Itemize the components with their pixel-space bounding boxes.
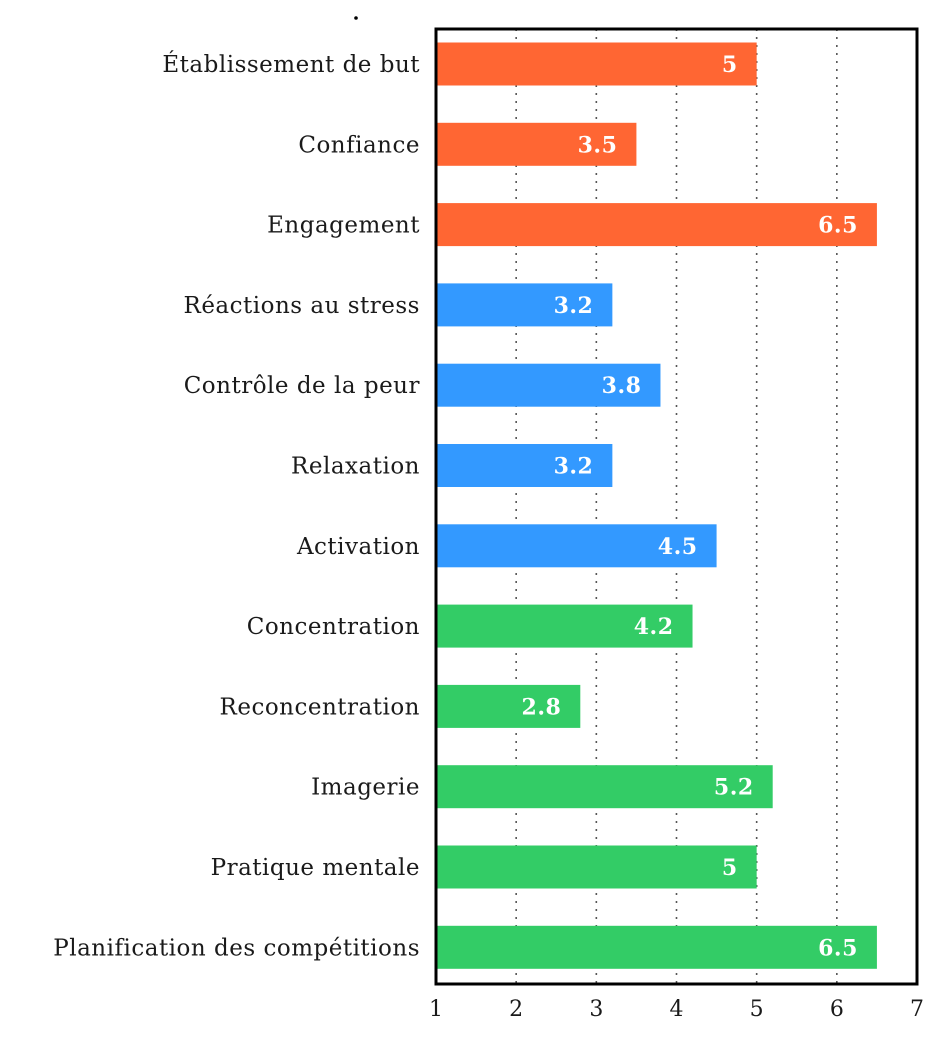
plot-frame	[434, 27, 919, 986]
grid-lines	[515, 29, 838, 984]
x-tick-label: 2	[509, 997, 523, 1022]
bar	[436, 203, 877, 247]
x-tick-label: 1	[429, 997, 443, 1022]
bar	[436, 444, 613, 487]
category-label: Confiance	[298, 132, 420, 158]
bar-value-label: 4.5	[658, 534, 698, 560]
category-label: Réactions au stress	[184, 293, 421, 319]
bar	[436, 604, 693, 648]
bar	[436, 42, 757, 86]
x-tick-label: 4	[670, 997, 684, 1022]
bar-value-label: 6.5	[818, 935, 858, 961]
category-label: Établissement de but	[162, 51, 420, 78]
bar	[436, 524, 717, 568]
category-label: Concentration	[247, 614, 420, 640]
bar-value-label: 5	[722, 52, 738, 78]
category-label: Relaxation	[291, 454, 420, 480]
category-label: Pratique mentale	[211, 855, 420, 881]
bar-value-label: 5.2	[714, 775, 754, 801]
x-tick-label: 7	[910, 997, 924, 1022]
bar	[436, 363, 661, 407]
bar	[436, 925, 877, 969]
stray-dot	[354, 16, 358, 20]
bar	[436, 765, 773, 809]
bar	[436, 684, 581, 728]
bar	[436, 283, 613, 327]
category-label: Contrôle de la peur	[184, 373, 420, 399]
x-tick-label: 6	[830, 997, 844, 1022]
x-axis-ticks: 1 2 3 4 5 6 7	[429, 997, 924, 1022]
category-label: Imagerie	[311, 775, 420, 801]
bar-value-label: 3.2	[554, 454, 594, 480]
bar	[436, 122, 637, 166]
bar-value-label: 4.2	[634, 614, 674, 640]
bar-value-label: 3.2	[554, 293, 594, 319]
x-tick-label: 3	[589, 997, 603, 1022]
bar-value-label: 3.8	[602, 373, 642, 399]
bar	[436, 845, 757, 889]
x-tick-label: 5	[750, 997, 764, 1022]
category-labels: Établissement de but Confiance Engagement R…	[53, 51, 421, 961]
category-label: Planification des compétitions	[53, 935, 420, 961]
bars	[436, 42, 877, 969]
category-label: Engagement	[267, 213, 420, 239]
value-labels: 5 3.5 6.5 3.2 3.8 3.2 4.5 4.2 2.8 5.2 5 6.5	[522, 52, 858, 961]
bar-value-label: 6.5	[818, 213, 858, 239]
bar-value-label: 2.8	[522, 694, 562, 720]
category-label: Reconcentration	[220, 694, 420, 720]
bar-value-label: 5	[722, 855, 738, 881]
category-label: Activation	[296, 534, 420, 560]
bar-value-label: 3.5	[578, 132, 618, 158]
